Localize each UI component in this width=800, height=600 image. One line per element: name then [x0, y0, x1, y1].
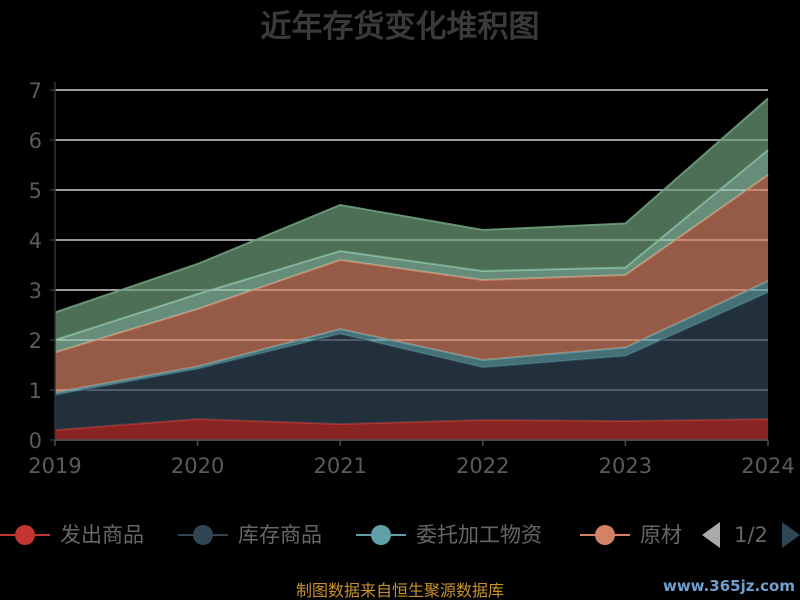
legend-item-4[interactable]: 原材	[580, 523, 682, 547]
legend-label: 发出商品	[60, 523, 144, 547]
legend-item-1[interactable]: 发出商品	[0, 523, 144, 547]
area-series-1	[55, 419, 768, 440]
x-tick-label: 2023	[599, 454, 652, 478]
y-tick-label: 4	[29, 229, 42, 253]
y-tick-label: 0	[29, 429, 42, 453]
legend-label: 库存商品	[238, 523, 322, 547]
x-tick-label: 2021	[313, 454, 366, 478]
y-tick-label: 7	[29, 79, 42, 103]
y-tick-label: 1	[29, 379, 42, 403]
y-tick-label: 6	[29, 129, 42, 153]
x-tick-label: 2019	[28, 454, 81, 478]
legend-pager[interactable]: 1/2	[702, 522, 800, 548]
axes: 0 1 2 3 4 5 6 7 2019 2020 2021 2022 2023 2024	[28, 79, 794, 478]
area-series-4	[55, 175, 768, 393]
chart-title: 近年存货变化堆积图	[261, 9, 540, 45]
y-tick-label: 3	[29, 279, 42, 303]
legend-marker-icon	[595, 525, 615, 545]
legend-label: 原材	[640, 523, 682, 547]
plot-area	[54, 97, 769, 440]
x-tick-label: 2020	[171, 454, 224, 478]
data-source-note: 制图数据来自恒生聚源数据库	[296, 581, 504, 600]
legend-label: 委托加工物资	[416, 523, 542, 547]
legend-marker-icon	[371, 525, 391, 545]
area-series-6	[55, 98, 768, 340]
legend-next-icon[interactable]	[782, 522, 800, 548]
series-line-6	[54, 97, 769, 314]
legend-item-3[interactable]: 委托加工物资	[356, 523, 542, 547]
legend[interactable]: 发出商品 库存商品 委托加工物资 原材	[0, 523, 682, 547]
legend-marker-icon	[193, 525, 213, 545]
y-tick-label: 5	[29, 179, 42, 203]
legend-page-number: 1/2	[734, 523, 768, 547]
x-tick-label: 2022	[456, 454, 509, 478]
y-tick-label: 2	[29, 329, 42, 353]
area-series-2	[55, 292, 768, 430]
legend-marker-icon	[15, 525, 35, 545]
watermark: www.365jz.com	[663, 577, 795, 595]
legend-prev-icon[interactable]	[702, 522, 720, 548]
legend-item-2[interactable]: 库存商品	[178, 523, 322, 547]
x-tick-label: 2024	[741, 454, 794, 478]
